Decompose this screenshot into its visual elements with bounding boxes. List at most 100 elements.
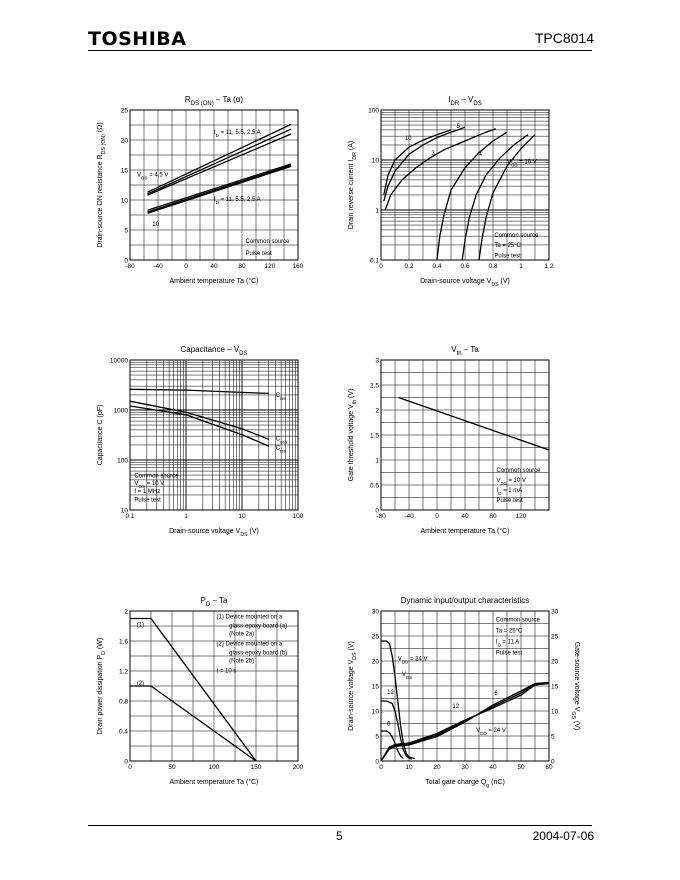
y-tick-label: 15 [372,683,380,690]
y2-tick-label: 5 [551,733,555,740]
annotation-label: 6 [387,722,391,728]
series-line-5 [461,134,529,260]
x-tick-label: 160 [293,263,304,270]
y-tick-label: 10 [121,507,129,514]
x-axis-label: Ambient temperature Ta (°C) [420,527,509,535]
chart-idr: 0 0.2 0.4 0.6 0.8 1 1.2 0.1 1 10 100 IDR – VDS Drain… [348,95,554,288]
series-line-3 [384,128,497,211]
x-tick-label: -40 [153,263,163,270]
annotation-label: Pulse test [246,251,273,257]
y-tick-label: 0 [375,507,379,514]
annotation-label: Pulse test [496,651,523,657]
y2-tick-label: 20 [551,658,559,665]
y-axis-label: Drain-source ON resistance RDS (ON) (Ω) [97,122,107,247]
x-tick-label: 50 [517,764,525,771]
plot-frame [129,109,299,261]
y-tick-label: 20 [372,658,380,665]
series-group [383,126,536,260]
x-tick-label: 150 [251,764,262,771]
series-line-6 [147,165,292,214]
annotation-label: Ciss [276,393,287,401]
annotation-label: Pulse test [134,497,161,503]
annotation-label: (Note 2b) [229,659,254,665]
annotation-label: ID = 11 A [496,640,519,648]
x-tick-label: -80 [125,263,135,270]
y-axis-label: Drain power dissipation PD (W) [97,638,107,734]
y2-tick-label: 10 [551,708,559,715]
annotation-label: glass-epoxy board (b) [229,650,287,656]
x-axis-label: Ambient temperature Ta (°C) [169,277,258,285]
annotation-label: (Note 2a) [229,632,254,638]
x-tick-label: 0.1 [125,513,134,520]
y-tick-label: 10 [372,708,380,715]
y-tick-label: 2 [375,407,379,414]
annotation-label: t = 10 s [217,668,237,674]
annotation-label: 12 [387,690,394,696]
y-tick-label: 1.6 [119,638,128,645]
series-line-1 [130,388,269,395]
series-line-6 [381,681,549,761]
series-group [381,640,549,761]
chart-title: Vth – Ta [451,345,479,357]
plot-frame [129,359,299,511]
series-line-2 [381,700,413,760]
x-axis-label: Total gate charge Qg (nC) [425,779,505,789]
y-tick-label: 1 [375,207,379,214]
annotation-label: Common source [246,239,291,245]
plot-frame [380,109,550,261]
toshiba-logo: TOSHIBA [88,28,187,50]
annotation-label: VDS [402,672,412,680]
page-number: 5 [336,829,343,843]
x-tick-label: 100 [293,513,304,520]
annotation-label: (1) Device mounted on a [217,614,283,620]
x-axis-label: Drain-source voltage VDS (V) [420,278,510,288]
annotation-label: 3 [431,151,435,157]
x-tick-label: 1 [519,263,523,270]
series-line-1 [130,617,257,761]
x-tick-label: 40 [489,764,497,771]
x-tick-label: 0.2 [404,263,413,270]
y2-tick-label: 15 [551,683,559,690]
annotation-label: 5 [457,124,461,130]
y-tick-label: 15 [121,167,129,174]
chart-cap: 0.1 1 10 100 10 100 1000 10000 Capacitance – VDS… [97,345,304,538]
y-tick-label: 10 [121,197,129,204]
plot-frame [380,610,550,762]
series-line-1 [383,129,452,196]
x-tick-label: 200 [293,764,304,771]
x-tick-label: 0 [128,764,132,771]
series-line-3 [381,730,404,759]
series-line-5 [381,682,549,761]
x-tick-label: 120 [516,513,527,520]
y-tick-label: 100 [117,457,128,464]
annotation-label: VGS = 10 V [134,481,164,489]
y-tick-label: 2.5 [370,382,379,389]
annotation-label: Ta = 25°C [494,243,521,249]
annotation-label: (2) Device mounted on a [217,641,283,647]
annotation-label: (1) [137,623,144,629]
series-group [130,388,269,447]
part-number: TPC8014 [534,30,594,46]
x-tick-label: 10 [405,764,413,771]
annotation-label: 1 [479,151,483,157]
y-tick-label: 10000 [110,357,128,364]
chart-rds: -80 -40 0 40 80 120 160 0 5 10 15 20 25 RDS (ON) – Ta… [97,95,304,285]
grid [381,611,549,761]
x-tick-label: 1.2 [544,263,553,270]
y-tick-label: 1000 [114,407,129,414]
series-group [147,123,292,214]
series-line-2 [130,685,257,761]
x-tick-label: 50 [168,764,176,771]
y-tick-label: 1 [375,457,379,464]
x-tick-label: 100 [209,764,220,771]
grid [130,360,298,510]
chart-title: PD – Ta [201,596,228,608]
chart-title: IDR – VDS [448,95,481,107]
series-group [398,396,549,451]
y-tick-label: 5 [124,227,128,234]
annotation-label: Ta = 25°C [496,629,523,635]
annotation-label: 10 [405,136,412,142]
annotation-label: ID = 1 mA [497,488,523,496]
x-axis-label: Ambient temperature Ta (°C) [169,778,258,786]
